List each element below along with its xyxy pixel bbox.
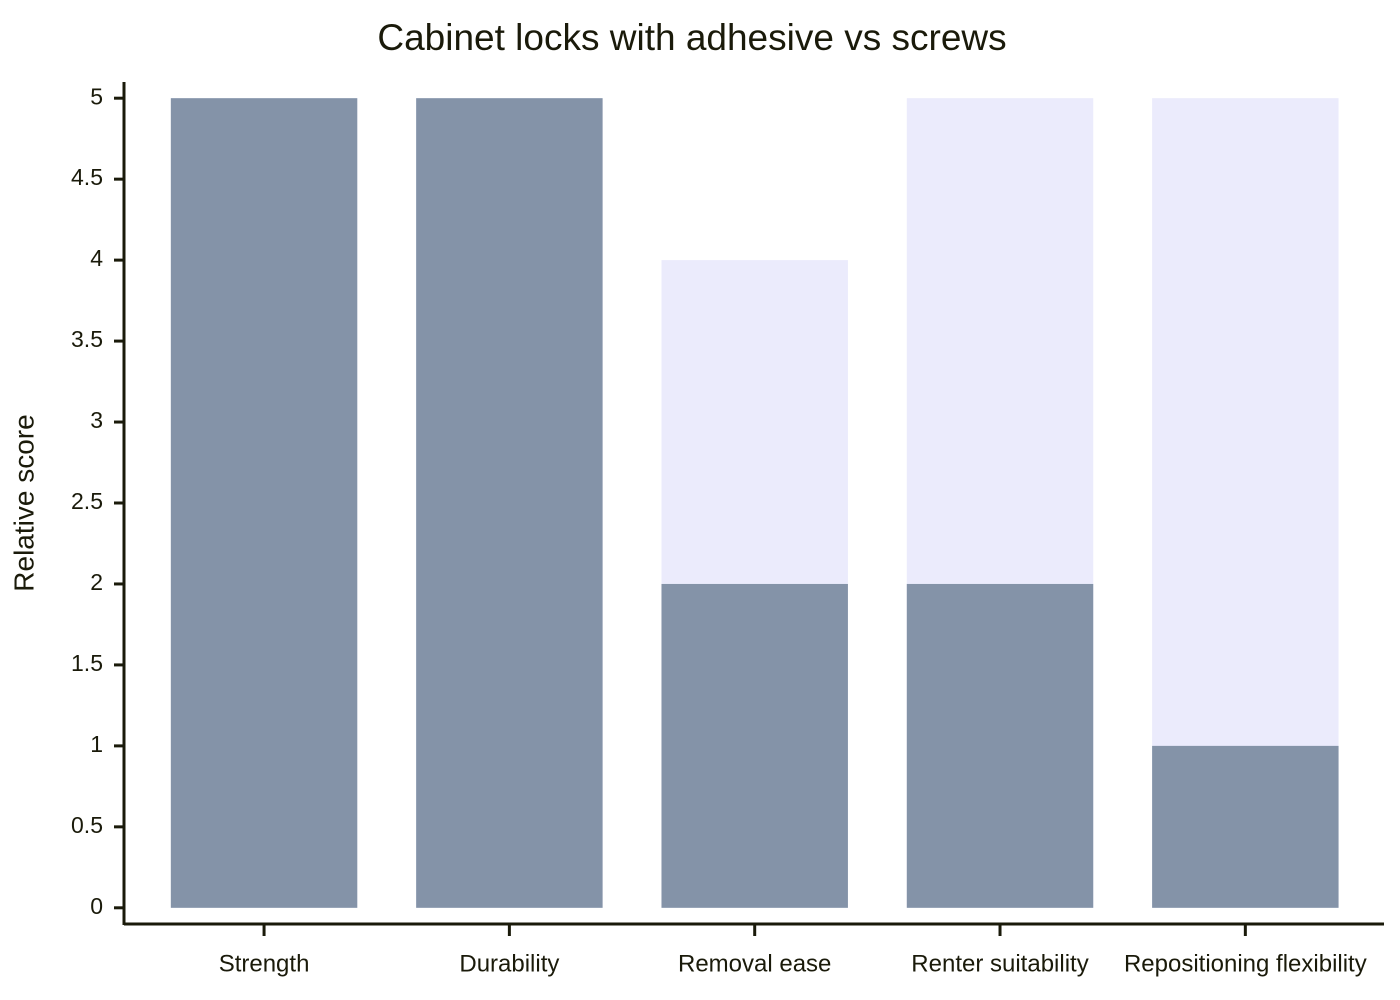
y-tick-label: 2 <box>90 569 103 595</box>
y-tick-label: 2.5 <box>71 488 103 514</box>
bar <box>416 98 603 908</box>
x-tick-label: Strength <box>219 950 310 977</box>
bar <box>1152 745 1339 908</box>
x-tick-label: Durability <box>459 950 559 977</box>
y-tick-label: 1.5 <box>71 650 103 676</box>
y-tick-label: 0 <box>90 893 103 919</box>
y-tick-label: 4 <box>90 245 103 271</box>
y-axis-label: Relative score <box>8 414 39 591</box>
y-tick-label: 4.5 <box>71 164 103 190</box>
x-tick-label: Repositioning flexibility <box>1124 950 1367 977</box>
bar <box>661 583 848 908</box>
chart-title: Cabinet locks with adhesive vs screws <box>377 17 1006 58</box>
y-tick-label: 0.5 <box>71 812 103 838</box>
bar <box>170 98 358 908</box>
x-tick-label: Renter suitability <box>911 950 1088 977</box>
y-tick-label: 3 <box>90 407 103 433</box>
y-tick-label: 5 <box>90 83 103 109</box>
y-tick-label: 1 <box>90 731 103 757</box>
x-tick-label: Removal ease <box>678 950 831 977</box>
bar <box>906 583 1094 908</box>
y-tick-label: 3.5 <box>71 326 103 352</box>
